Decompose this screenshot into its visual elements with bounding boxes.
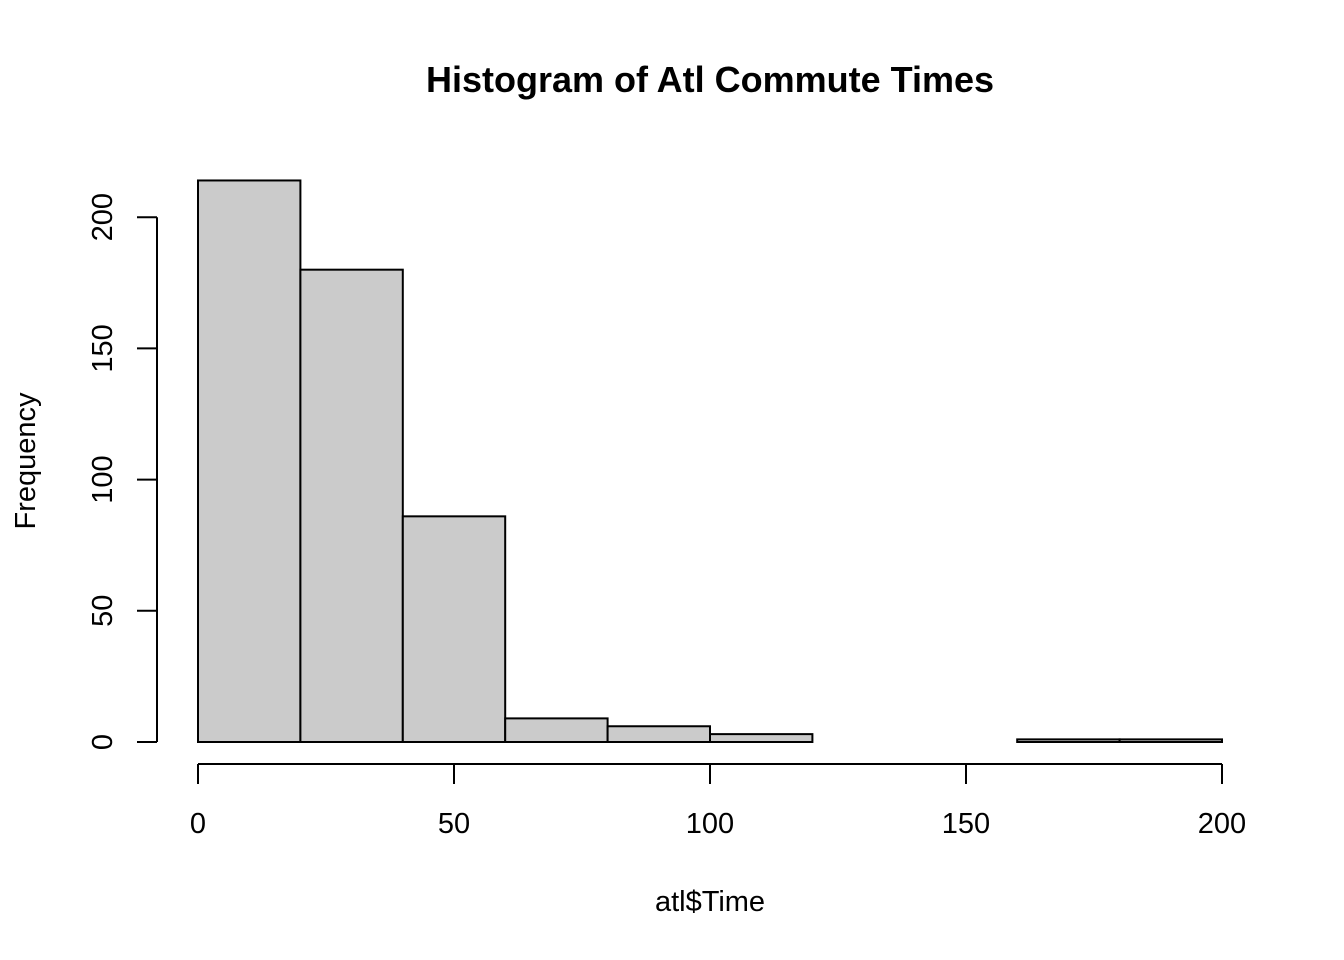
y-tick-label-200: 200: [87, 193, 119, 241]
y-axis: 0 50 100 150 200: [87, 193, 158, 750]
histogram-bar-180-200: [1118, 738, 1223, 743]
histogram-bar-60-80: [504, 717, 609, 743]
histogram-bar-100-120: [709, 733, 814, 743]
chart-title: Histogram of Atl Commute Times: [426, 59, 994, 100]
x-tick-label-200: 200: [1198, 808, 1246, 840]
histogram-bar-80-100: [606, 725, 711, 743]
y-tick-label-50: 50: [87, 595, 119, 627]
x-tick-label-0: 0: [190, 808, 206, 840]
histogram-bar-160-180: [1016, 738, 1121, 743]
y-tick-label-150: 150: [87, 324, 119, 372]
x-tick-label-100: 100: [686, 808, 734, 840]
x-tick-label-150: 150: [942, 808, 990, 840]
x-axis-label: atl$Time: [655, 886, 765, 918]
x-tick-label-50: 50: [438, 808, 470, 840]
histogram-bar-20-40: [299, 268, 404, 743]
y-axis-label: Frequency: [10, 392, 42, 530]
y-tick-label-0: 0: [87, 734, 119, 750]
histogram-bar-40-60: [401, 515, 507, 743]
x-axis: 0 50 100 150 200: [190, 763, 1246, 840]
y-tick-label-100: 100: [87, 455, 119, 503]
bars-layer: [197, 179, 1223, 744]
histogram-bar-0-20: [197, 179, 302, 744]
